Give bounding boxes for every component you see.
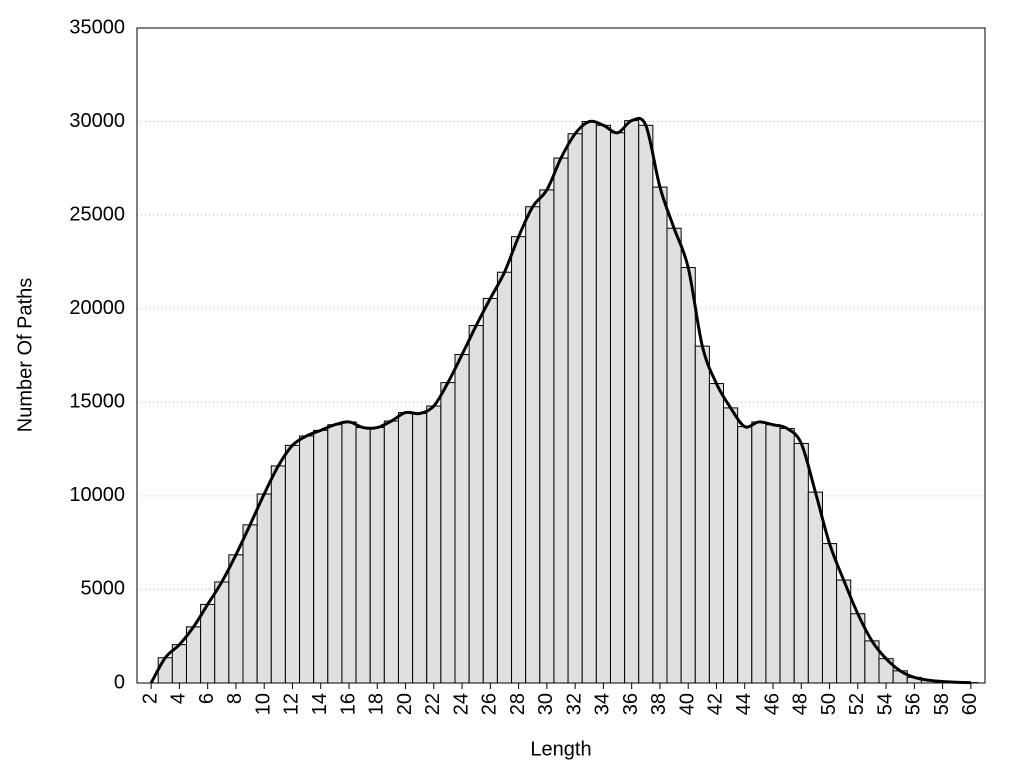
- bar: [582, 122, 596, 683]
- x-tick-label: 30: [535, 693, 557, 715]
- bar: [667, 228, 681, 683]
- x-tick-label: 28: [507, 693, 529, 715]
- bar: [639, 125, 653, 683]
- bar: [469, 326, 483, 683]
- x-tick-label: 4: [168, 693, 190, 704]
- x-tick-label: 42: [705, 693, 727, 715]
- bar: [808, 492, 822, 683]
- bar: [229, 555, 243, 683]
- x-tick-label: 60: [959, 693, 981, 715]
- y-tick-label: 5000: [81, 578, 126, 600]
- x-tick-label: 48: [790, 693, 812, 715]
- bar: [243, 525, 257, 683]
- bar: [413, 414, 427, 683]
- bar: [526, 207, 540, 683]
- x-tick-label: 38: [648, 693, 670, 715]
- bar: [794, 443, 808, 683]
- bar: [398, 413, 412, 683]
- x-tick-label: 6: [196, 693, 218, 704]
- x-tick-label: 32: [563, 693, 585, 715]
- bar: [285, 445, 299, 683]
- y-tick-label: 25000: [69, 203, 125, 225]
- x-tick-label: 56: [903, 693, 925, 715]
- x-tick-label: 22: [422, 693, 444, 715]
- x-tick-label: 16: [337, 693, 359, 715]
- bar: [738, 427, 752, 683]
- x-tick-label: 8: [224, 693, 246, 704]
- x-axis-label: Length: [530, 738, 591, 760]
- bar: [653, 187, 667, 683]
- bar: [300, 436, 314, 683]
- x-tick-label: 14: [309, 693, 331, 715]
- bar: [695, 346, 709, 683]
- x-tick-label: 12: [281, 693, 303, 715]
- bar: [384, 421, 398, 683]
- bar: [610, 133, 624, 683]
- bar: [356, 428, 370, 683]
- bar: [709, 384, 723, 683]
- bar: [822, 544, 836, 683]
- y-tick-label: 20000: [69, 297, 125, 319]
- bar: [568, 134, 582, 683]
- bar: [512, 237, 526, 683]
- bar: [724, 408, 738, 683]
- bar: [766, 425, 780, 683]
- x-tick-label: 20: [394, 693, 416, 715]
- bar: [596, 125, 610, 683]
- x-tick-label: 50: [818, 693, 840, 715]
- x-tick-label: 34: [592, 693, 614, 715]
- bar: [314, 430, 328, 683]
- x-tick-label: 26: [479, 693, 501, 715]
- bar: [681, 268, 695, 683]
- bar: [370, 428, 384, 683]
- x-tick-label: 10: [252, 693, 274, 715]
- bar: [540, 190, 554, 683]
- x-tick-label: 52: [846, 693, 868, 715]
- bar: [554, 158, 568, 683]
- bar: [257, 494, 271, 683]
- bar: [215, 582, 229, 683]
- x-tick-label: 54: [874, 693, 896, 715]
- y-tick-label: 0: [114, 671, 125, 693]
- bar: [271, 466, 285, 683]
- bar: [780, 428, 794, 683]
- y-axis-label: Number Of Paths: [14, 278, 36, 433]
- x-tick-label: 46: [761, 693, 783, 715]
- bar: [752, 422, 766, 683]
- x-tick-label: 36: [620, 693, 642, 715]
- x-tick-label: 40: [676, 693, 698, 715]
- bar: [201, 604, 215, 683]
- x-tick-label: 24: [450, 693, 472, 715]
- y-tick-label: 15000: [69, 391, 125, 413]
- bar: [455, 355, 469, 683]
- bar: [328, 425, 342, 683]
- y-tick-label: 35000: [69, 16, 125, 38]
- bar: [342, 422, 356, 683]
- bar: [158, 658, 172, 683]
- x-tick-label: 58: [931, 693, 953, 715]
- x-tick-label: 18: [366, 693, 388, 715]
- bar: [625, 121, 639, 683]
- bar: [497, 272, 511, 683]
- x-tick-label: 44: [733, 693, 755, 715]
- y-tick-label: 30000: [69, 110, 125, 132]
- bar: [483, 298, 497, 683]
- bar: [427, 406, 441, 683]
- bar: [441, 383, 455, 683]
- y-tick-label: 10000: [69, 484, 125, 506]
- x-tick-label: 2: [139, 693, 161, 704]
